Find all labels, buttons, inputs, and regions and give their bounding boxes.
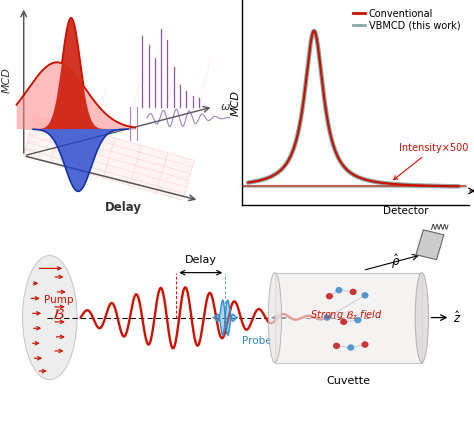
Text: MCD: MCD xyxy=(2,67,12,93)
Text: Detector: Detector xyxy=(383,206,428,216)
Bar xyxy=(275,273,422,363)
Polygon shape xyxy=(24,116,194,200)
Text: $\mathcal{B}$: $\mathcal{B}$ xyxy=(52,306,64,322)
Text: Delay: Delay xyxy=(105,201,142,214)
Circle shape xyxy=(362,292,369,299)
Circle shape xyxy=(340,318,347,325)
Text: Strong $\mathcal{B}_z$ field: Strong $\mathcal{B}_z$ field xyxy=(310,309,383,322)
Text: Probe: Probe xyxy=(242,336,271,346)
Text: $\omega$: $\omega$ xyxy=(220,102,231,112)
Circle shape xyxy=(350,289,357,295)
Legend: Conventional, VBMCD (this work): Conventional, VBMCD (this work) xyxy=(349,5,465,35)
Polygon shape xyxy=(17,18,135,129)
Y-axis label: MCD: MCD xyxy=(230,90,240,116)
Circle shape xyxy=(326,293,333,300)
Text: Cuvette: Cuvette xyxy=(327,376,370,386)
Text: $\hat{\rho}$: $\hat{\rho}$ xyxy=(391,252,401,270)
Ellipse shape xyxy=(23,256,77,380)
Text: Intensity×500: Intensity×500 xyxy=(394,143,468,180)
Circle shape xyxy=(336,287,343,294)
Text: Pump: Pump xyxy=(44,294,73,305)
Ellipse shape xyxy=(268,273,282,363)
Polygon shape xyxy=(33,129,128,191)
Ellipse shape xyxy=(415,273,428,363)
Circle shape xyxy=(362,342,369,348)
Text: $\hat{z}$: $\hat{z}$ xyxy=(453,309,461,326)
Polygon shape xyxy=(17,62,135,129)
Circle shape xyxy=(324,314,331,321)
Circle shape xyxy=(347,345,355,351)
Text: Delay: Delay xyxy=(185,255,217,265)
Bar xyxy=(416,230,444,260)
Circle shape xyxy=(333,342,340,349)
Circle shape xyxy=(355,317,362,324)
